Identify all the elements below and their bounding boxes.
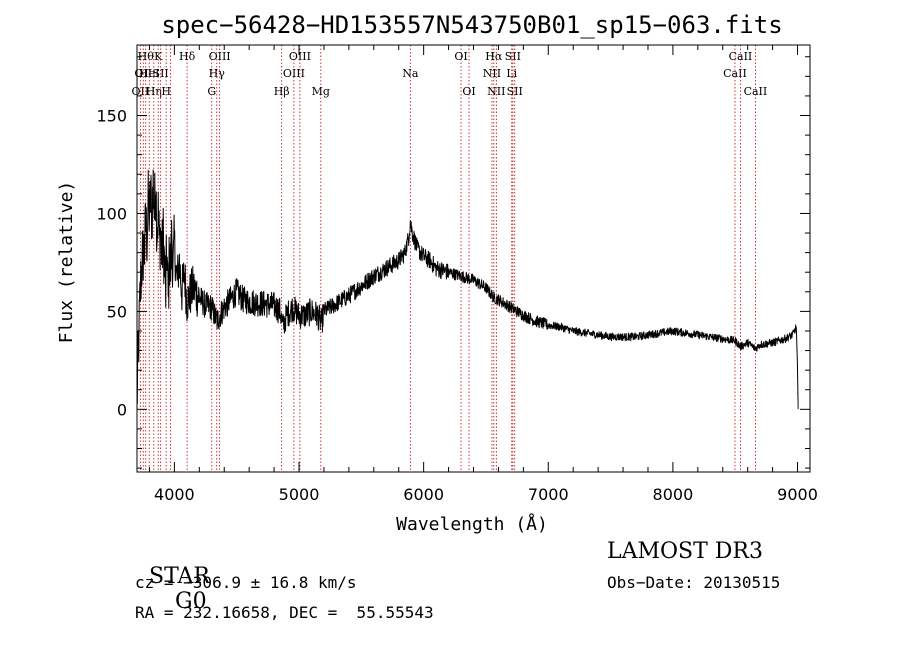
line-label: Mg [312,85,330,98]
x-tick-label: 4000 [154,485,195,504]
line-label: CaII [723,67,747,80]
class-label: STAR [149,564,210,589]
y-axis-label: Flux (relative) [56,181,77,344]
line-label: NII [487,85,505,98]
plot-frame [136,44,811,473]
line-label: Hα [485,50,503,63]
velocity-readout: cz = −306.9 ± 16.8 km/s [135,573,357,592]
line-label: SII [505,50,521,63]
line-label: K [154,50,163,63]
y-tick-label: 0 [117,400,127,419]
line-label: Hγ [209,67,226,80]
obs-date: Obs−Date: 20130515 [607,573,781,592]
line-label: CaII [744,85,768,98]
spectrum-line [137,170,798,409]
chart-title: spec−56428−HD153557N543750B01_sp15−063.f… [161,11,782,39]
line-label: H [161,85,171,98]
line-label: G [207,85,216,98]
line-label: OII [132,85,150,98]
survey-label: LAMOST DR3 [607,539,763,564]
line-label: Hθ [138,50,155,63]
x-axis-label: Wavelength (Å) [396,513,548,535]
subclass-label: G0 [175,589,207,614]
x-tick-label: 5000 [279,485,320,504]
line-label: SII [153,67,169,80]
line-label: NII [483,67,501,80]
x-tick-label: 6000 [403,485,444,504]
line-label: OI [462,85,475,98]
line-label: CaII [729,50,753,63]
line-label: OI [454,50,467,63]
x-tick-label: 9000 [777,485,818,504]
line-label: OIII [209,50,231,63]
coordinates: RA = 232.16658, DEC = 55.55543 [135,603,434,622]
line-label: SII [507,85,523,98]
line-label: HeI [139,67,159,80]
line-label: OIII [283,67,305,80]
line-label: Na [402,67,419,80]
line-label: OIII [289,50,311,63]
line-label: Hβ [274,85,290,98]
y-tick-label: 50 [107,302,127,321]
x-tick-label: 8000 [653,485,694,504]
x-tick-label: 7000 [528,485,569,504]
line-label: Li [506,67,517,80]
y-tick-label: 150 [96,107,127,126]
line-label: Hδ [179,50,196,63]
y-tick-label: 100 [96,204,127,223]
line-label: Hη [146,85,162,98]
object-class: STAR G0 [135,539,210,614]
